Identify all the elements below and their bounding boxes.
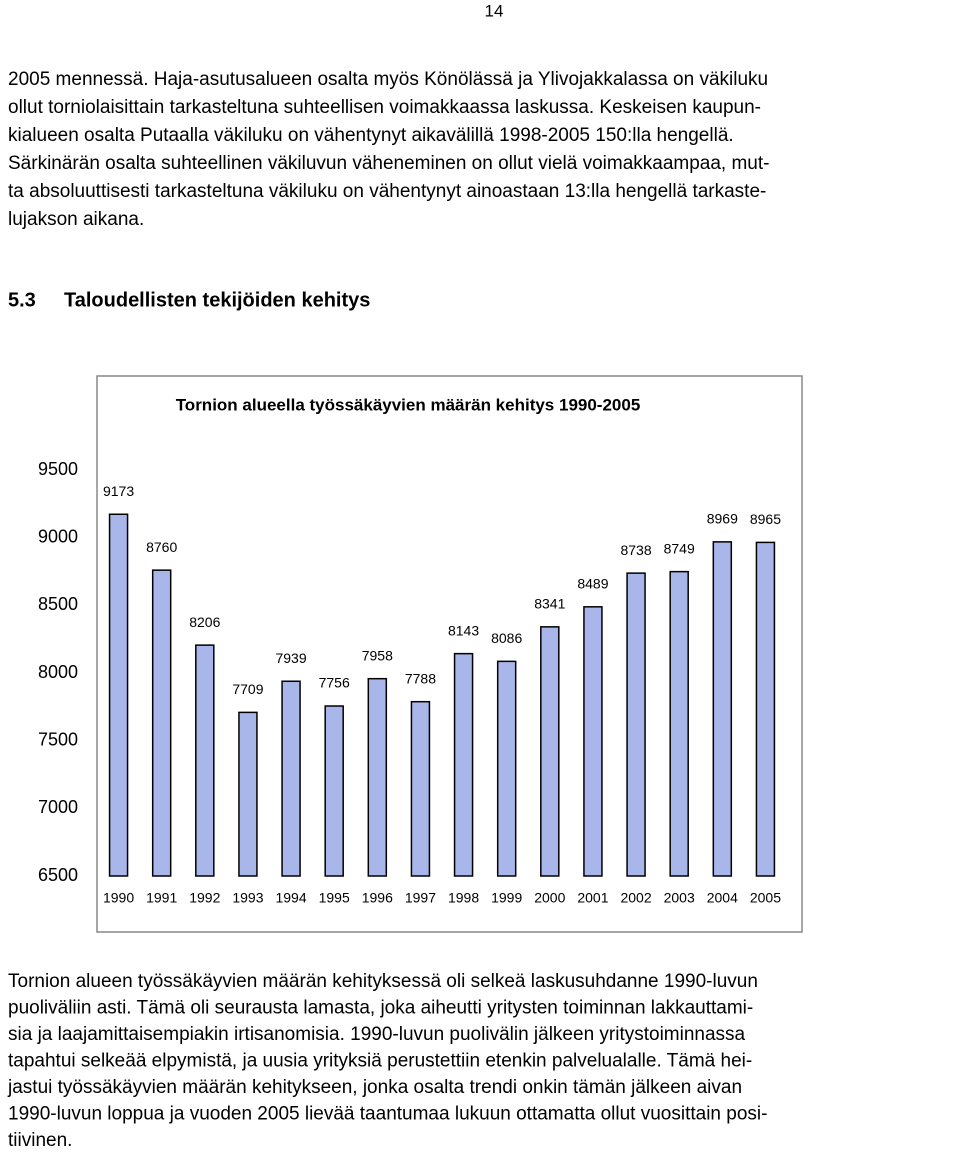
value-label: 8749: [664, 540, 695, 556]
body-line: 1990-luvun loppua ja vuoden 2005 lievää …: [8, 1104, 767, 1125]
body-line: sia ja laajamittaisempiakin irtisanomisi…: [8, 1024, 746, 1045]
bar: [626, 572, 646, 877]
x-tick-label: 1998: [448, 890, 479, 906]
bar: [583, 606, 603, 877]
body-line: jastui työssäkäyvien määrän kehitykseen,…: [7, 1077, 742, 1098]
x-tick-label: 2003: [664, 890, 695, 906]
bar: [669, 570, 689, 877]
y-tick-label: 7500: [38, 729, 78, 749]
value-label: 8760: [146, 539, 177, 555]
value-label: 8206: [189, 614, 220, 630]
page-number: 14: [485, 1, 504, 20]
y-tick-label: 8500: [38, 594, 78, 614]
body-line: puoliväliin asti. Tämä oli seurausta lam…: [8, 998, 753, 1019]
heading-number: 5.3: [8, 289, 36, 311]
bar: [108, 513, 129, 877]
bar: [367, 677, 388, 877]
value-label: 8969: [707, 511, 738, 527]
bar: [410, 700, 431, 877]
bar: [151, 569, 172, 877]
x-tick-label: 2004: [707, 890, 738, 906]
value-label: 7709: [232, 681, 263, 697]
value-label: 8965: [750, 511, 781, 527]
value-label: 7756: [319, 675, 350, 691]
y-tick-label: 9500: [38, 459, 78, 479]
x-tick-label: 2001: [577, 890, 608, 906]
x-tick-label: 1997: [405, 890, 436, 906]
bar: [453, 652, 474, 877]
x-tick-label: 2005: [750, 890, 781, 906]
x-tick-label: 2000: [534, 890, 565, 906]
x-tick-label: 1993: [232, 890, 263, 906]
value-label: 8489: [577, 576, 608, 592]
x-tick-label: 1995: [319, 890, 350, 906]
body-line: Särkinärän osalta suhteellinen väkiluvun…: [8, 153, 769, 174]
x-tick-label: 1996: [362, 890, 393, 906]
x-tick-label: 2002: [620, 890, 651, 906]
body-line: tiivinen.: [8, 1130, 72, 1151]
body-line: ta absoluuttisesti tarkasteltuna väkiluk…: [8, 181, 766, 202]
value-label: 8341: [534, 596, 565, 612]
body-line: tapahtui selkeää elpymistä, ja uusia yri…: [8, 1051, 752, 1072]
bar: [496, 660, 517, 877]
value-label: 7939: [275, 650, 306, 666]
bar: [195, 644, 215, 877]
value-label: 8086: [491, 630, 522, 646]
value-label: 8143: [448, 622, 479, 638]
body-line: 2005 mennessä. Haja-asutusalueen osalta …: [8, 69, 768, 90]
y-tick-label: 7000: [38, 797, 78, 817]
x-tick-label: 1990: [103, 890, 134, 906]
bar: [238, 711, 258, 877]
bar: [755, 541, 776, 877]
bar: [540, 626, 560, 877]
bar: [712, 541, 733, 877]
y-tick-label: 6500: [38, 865, 78, 885]
value-label: 9173: [103, 483, 134, 499]
y-tick-label: 8000: [38, 662, 78, 682]
x-tick-label: 1999: [491, 890, 522, 906]
y-tick-label: 9000: [38, 526, 78, 546]
body-line: lujakson aikana.: [8, 209, 144, 230]
x-tick-label: 1991: [146, 890, 177, 906]
x-tick-label: 1992: [189, 890, 220, 906]
body-line: ollut torniolaisittain tarkasteltuna suh…: [8, 97, 761, 118]
chart-title: Tornion alueella työssäkäyvien määrän ke…: [176, 395, 641, 414]
value-label: 7958: [362, 647, 393, 663]
body-line: Tornion alueen työssäkäyvien määrän kehi…: [8, 971, 758, 992]
bar: [324, 705, 344, 877]
heading-title: Taloudellisten tekijöiden kehitys: [64, 289, 370, 311]
body-line: kialueen osalta Putaalla väkiluku on väh…: [8, 125, 734, 146]
value-label: 7788: [405, 670, 436, 686]
bar: [281, 680, 301, 877]
value-label: 8738: [620, 542, 651, 558]
x-tick-label: 1994: [275, 890, 306, 906]
